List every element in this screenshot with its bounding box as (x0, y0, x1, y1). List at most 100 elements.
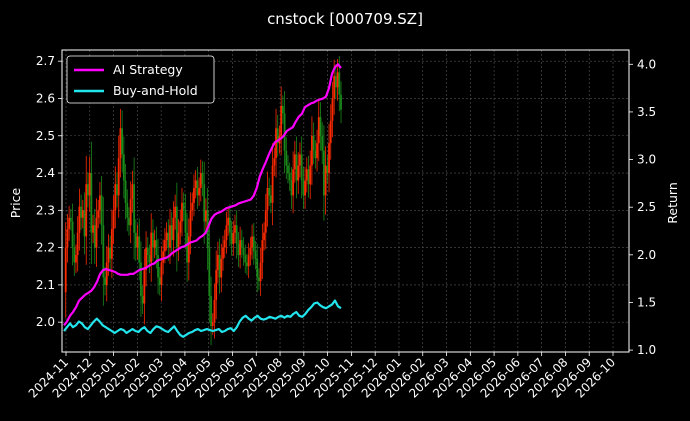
y2-tick-label: 3.0 (637, 153, 656, 167)
candle-body (128, 217, 130, 226)
candle-body (189, 210, 192, 237)
candle-body (146, 247, 149, 256)
candle-body (92, 225, 94, 233)
candle-body (293, 154, 296, 170)
candle-body (210, 296, 212, 326)
series-line-ai-strategy (63, 63, 342, 326)
candle-body (97, 210, 100, 218)
candle-body (76, 232, 79, 256)
candle-body (276, 128, 279, 144)
candle-body (334, 76, 337, 88)
candle-body (104, 277, 106, 285)
price-candles (64, 55, 342, 346)
candle-body (268, 187, 271, 196)
candle-body (99, 195, 101, 211)
candle-body (69, 217, 72, 222)
candle-body (157, 255, 159, 278)
candle-body (75, 255, 77, 263)
candle-body (203, 184, 206, 222)
candle-body (95, 217, 98, 248)
candle-body (317, 117, 320, 144)
y2-tick-label: 2.0 (637, 248, 656, 262)
candle-body (165, 232, 168, 241)
candle-body (81, 210, 84, 218)
candle-body (191, 202, 194, 211)
candle-body (324, 165, 327, 196)
candle-body (285, 150, 288, 166)
candle-body (216, 255, 219, 270)
candle-body (249, 247, 252, 256)
candle-body (140, 262, 142, 297)
candle-body (107, 247, 110, 263)
candle-body (129, 199, 132, 226)
candle-body (336, 72, 339, 88)
y-tick-label: 2.4 (36, 166, 55, 180)
candle-body (136, 236, 139, 248)
candle-body (205, 210, 207, 222)
candle-body (196, 180, 199, 196)
y2-tick-label: 4.0 (637, 57, 656, 71)
candle-body (244, 255, 247, 263)
candle-body (153, 240, 156, 248)
candle-body (88, 173, 91, 196)
candle-body (239, 240, 242, 256)
candle-body (150, 232, 153, 263)
candle-body (152, 232, 154, 248)
candle-body (222, 247, 224, 259)
legend: AI Strategy Buy-and-Hold (66, 55, 215, 104)
candle-body (258, 277, 260, 282)
series-lines (63, 63, 342, 338)
y-tick-label: 2.1 (36, 278, 55, 292)
candle-body (299, 154, 301, 166)
candle-body (163, 240, 166, 252)
candle-body (247, 255, 250, 267)
candle-body (169, 225, 171, 248)
candle-body (215, 269, 218, 300)
y2-tick-label: 1.0 (637, 343, 656, 357)
legend-label-buy-and-hold: Buy-and-Hold (113, 83, 198, 98)
candle-body (184, 210, 187, 233)
candle-body (300, 154, 303, 181)
candle-body (124, 180, 127, 203)
candle-body (295, 154, 298, 181)
candle-body (143, 269, 146, 304)
candle-body (230, 232, 233, 244)
candle-body (193, 187, 195, 203)
candle-body (283, 113, 286, 151)
candle-body (181, 202, 183, 222)
candle-body (338, 72, 341, 95)
candle-body (252, 236, 255, 252)
candle-body (259, 262, 262, 282)
candle-body (87, 184, 89, 196)
candle-body (340, 94, 342, 110)
candle-body (246, 262, 248, 267)
candle-body (83, 210, 86, 237)
candle-body (323, 150, 325, 196)
candle-body (329, 120, 332, 144)
candle-body (73, 247, 76, 263)
y2-axis-title: Return (665, 182, 680, 223)
candle-body (126, 202, 129, 218)
candle-body (114, 184, 117, 211)
candle-body (288, 173, 291, 181)
candle-body (105, 262, 108, 285)
candle-body (309, 165, 312, 185)
candle-body (148, 255, 151, 263)
legend-label-ai-strategy: AI Strategy (113, 62, 183, 77)
candle-body (119, 128, 122, 159)
candle-body (316, 143, 318, 159)
series-line-buy-and-hold (63, 299, 342, 338)
grid (62, 50, 629, 352)
candle-body (261, 240, 264, 263)
y-tick-label: 2.6 (36, 91, 55, 105)
candle-body (122, 154, 125, 181)
candle-body (187, 236, 190, 263)
candle-body (251, 236, 253, 248)
candle-body (218, 255, 221, 278)
candle-body (242, 247, 245, 256)
candle-body (227, 217, 230, 226)
candle-body (145, 247, 147, 270)
candle-body (271, 165, 274, 203)
candle-body (290, 180, 293, 196)
